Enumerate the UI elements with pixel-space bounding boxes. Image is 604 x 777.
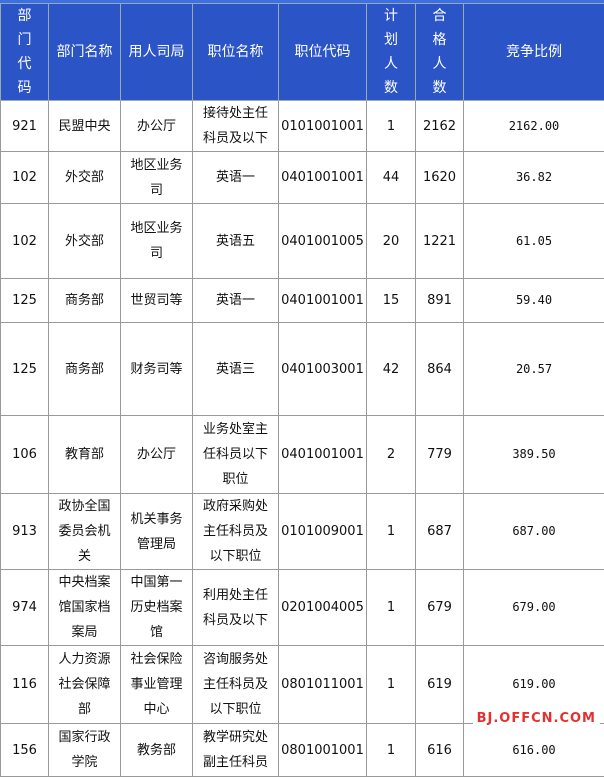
column-header: 部门代码 <box>1 4 49 101</box>
table-cell: 办公厅 <box>121 416 193 494</box>
table-cell: 1 <box>367 646 416 724</box>
table-cell: 社会保险事业管理中心 <box>121 646 193 724</box>
table-cell: 外交部 <box>49 152 121 204</box>
table-cell: 英语一 <box>193 152 279 204</box>
table-cell: 36.82 <box>464 152 604 204</box>
table-cell: 0201004005 <box>279 570 367 646</box>
table-cell: 20 <box>367 204 416 279</box>
table-cell: 15 <box>367 279 416 323</box>
table-cell: 民盟中央 <box>49 101 121 152</box>
table-cell: 外交部 <box>49 204 121 279</box>
table-cell: 102 <box>1 204 49 279</box>
watermark-logo: BJ.OFFCN.COM <box>473 710 600 727</box>
table-cell: 咨询服务处主任科员及以下职位 <box>193 646 279 724</box>
table-cell: 利用处主任科员及以下 <box>193 570 279 646</box>
table-cell: 921 <box>1 101 49 152</box>
table-cell: 业务处室主任科员以下职位 <box>193 416 279 494</box>
table-cell: 0801011001 <box>279 646 367 724</box>
table-cell: 0401001001 <box>279 279 367 323</box>
table-cell: 913 <box>1 494 49 570</box>
table-cell: 779 <box>416 416 464 494</box>
table-cell: 61.05 <box>464 204 604 279</box>
table-cell: 2 <box>367 416 416 494</box>
table-cell: 0401001001 <box>279 416 367 494</box>
table-cell: 42 <box>367 323 416 416</box>
table-cell: 44 <box>367 152 416 204</box>
table-cell: 1 <box>367 570 416 646</box>
table-cell: 教育部 <box>49 416 121 494</box>
table-cell: 政府采购处主任科员及以下职位 <box>193 494 279 570</box>
table-cell: 1 <box>367 101 416 152</box>
table-cell: 政协全国委员会机关 <box>49 494 121 570</box>
column-header: 竞争比例 <box>464 4 604 101</box>
table-cell: 891 <box>416 279 464 323</box>
table-cell: 106 <box>1 416 49 494</box>
table-cell: 0101009001 <box>279 494 367 570</box>
table-cell: 接待处主任科员及以下 <box>193 101 279 152</box>
table-cell: 389.50 <box>464 416 604 494</box>
table-cell: 1 <box>367 494 416 570</box>
table-cell: 商务部 <box>49 323 121 416</box>
table-cell: 0101001001 <box>279 101 367 152</box>
table-cell: 616 <box>416 724 464 777</box>
table-cell: 102 <box>1 152 49 204</box>
table-cell: 616.00 <box>464 724 604 777</box>
table-cell: 中国第一历史档案馆 <box>121 570 193 646</box>
table-cell: 中央档案馆国家档案局 <box>49 570 121 646</box>
table-cell: 国家行政学院 <box>49 724 121 777</box>
table-cell: 1 <box>367 724 416 777</box>
table-cell: 974 <box>1 570 49 646</box>
table-cell: 687 <box>416 494 464 570</box>
table-cell: 125 <box>1 279 49 323</box>
table-cell: 156 <box>1 724 49 777</box>
table-cell: 619 <box>416 646 464 724</box>
table-cell: 2162.00 <box>464 101 604 152</box>
table-cell: 687.00 <box>464 494 604 570</box>
table-cell: 教学研究处副主任科员 <box>193 724 279 777</box>
header-row: 部门代码部门名称用人司局职位名称职位代码计划人数合格人数竞争比例 <box>1 4 604 101</box>
table-cell: 125 <box>1 323 49 416</box>
table-cell: 864 <box>416 323 464 416</box>
column-header: 职位名称 <box>193 4 279 101</box>
column-header: 部门名称 <box>49 4 121 101</box>
table-cell: 地区业务司 <box>121 204 193 279</box>
table-cell: 地区业务司 <box>121 152 193 204</box>
table-cell: 英语三 <box>193 323 279 416</box>
table-cell: 0401003001 <box>279 323 367 416</box>
table-cell: 英语五 <box>193 204 279 279</box>
table-cell: 679 <box>416 570 464 646</box>
table-cell: 0801001001 <box>279 724 367 777</box>
column-header: 职位代码 <box>279 4 367 101</box>
table-cell: 财务司等 <box>121 323 193 416</box>
table-cell: 20.57 <box>464 323 604 416</box>
column-header: 合格人数 <box>416 4 464 101</box>
table-cell: 0401001005 <box>279 204 367 279</box>
table-cell: 679.00 <box>464 570 604 646</box>
table-cell: 116 <box>1 646 49 724</box>
table-cell: 英语一 <box>193 279 279 323</box>
table-cell: 人力资源社会保障部 <box>49 646 121 724</box>
table-cell: 59.40 <box>464 279 604 323</box>
table-cell: 办公厅 <box>121 101 193 152</box>
table-cell: 商务部 <box>49 279 121 323</box>
table-cell: 1221 <box>416 204 464 279</box>
column-header: 计划人数 <box>367 4 416 101</box>
table-cell: 世贸司等 <box>121 279 193 323</box>
table-cell: 教务部 <box>121 724 193 777</box>
table-cell: 机关事务管理局 <box>121 494 193 570</box>
table-cell: 2162 <box>416 101 464 152</box>
table-cell: 1620 <box>416 152 464 204</box>
table-cell: 0401001001 <box>279 152 367 204</box>
column-header: 用人司局 <box>121 4 193 101</box>
